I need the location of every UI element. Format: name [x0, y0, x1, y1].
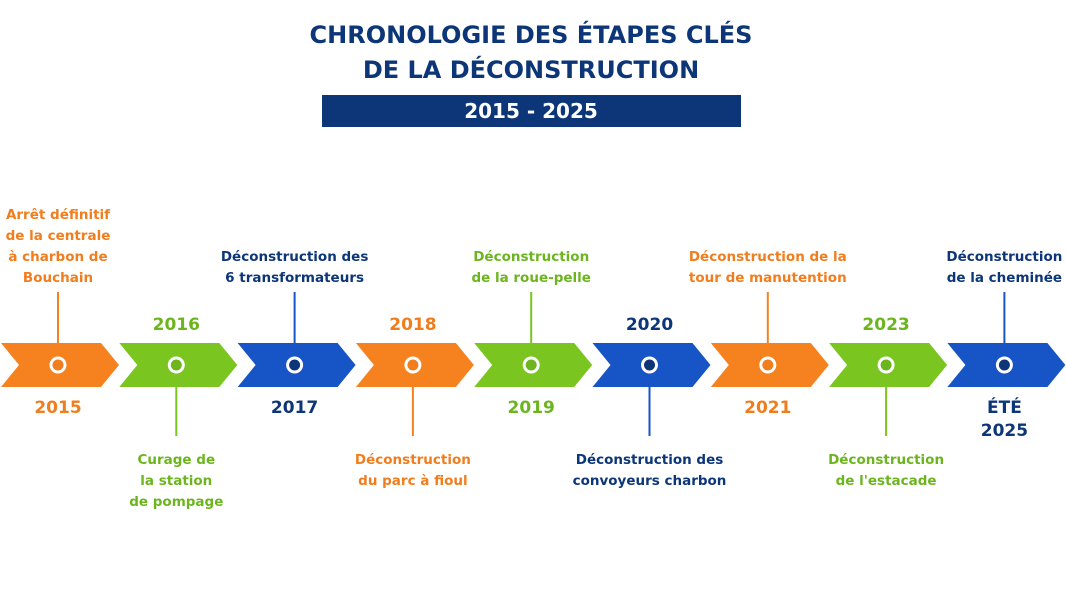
step-label: du parc à fioul — [358, 473, 467, 489]
step-label: convoyeurs charbon — [573, 473, 727, 489]
step-label: Bouchain — [23, 270, 93, 286]
node-dot — [289, 359, 301, 371]
step-label: la station — [140, 473, 212, 489]
step-label: Déconstruction — [473, 249, 589, 265]
subtitle-banner — [322, 95, 741, 127]
step-label: Déconstruction — [828, 452, 944, 468]
step-year: ÉTÉ — [987, 396, 1022, 418]
node-dot — [644, 359, 655, 371]
step-label: Déconstruction de la — [689, 249, 847, 265]
step-year: 2016 — [153, 315, 200, 335]
step-year: 2023 — [862, 315, 909, 335]
title-line: CHRONOLOGIE DES ÉTAPES CLÉS — [310, 20, 753, 49]
node-dot — [525, 359, 537, 371]
node-dot — [407, 359, 419, 371]
step-year: 2015 — [34, 398, 81, 418]
step-label: Déconstruction des — [221, 249, 369, 265]
step-year: 2017 — [271, 398, 318, 418]
node-dot — [170, 359, 182, 371]
title-line: DE LA DÉCONSTRUCTION — [363, 55, 699, 84]
step-year: 2020 — [626, 315, 673, 335]
node-dot — [762, 359, 774, 371]
step-label: Arrêt définitif — [6, 207, 110, 223]
step-label: de la roue-pelle — [471, 270, 591, 286]
step-label: Curage de — [137, 452, 215, 468]
step-label: tour de manutention — [689, 270, 847, 286]
step-label: de pompage — [129, 494, 223, 510]
step-year: 2025 — [981, 421, 1028, 441]
step-year: 2018 — [389, 315, 436, 335]
node-dot — [998, 359, 1010, 371]
step-label: de la centrale — [6, 228, 111, 244]
step-label: de l'estacade — [836, 473, 937, 489]
step-label: de la cheminée — [947, 270, 1062, 286]
step-label: 6 transformateurs — [225, 270, 364, 286]
step-label: à charbon de — [8, 249, 107, 265]
node-dot — [52, 359, 64, 371]
step-label: Déconstruction — [946, 249, 1062, 265]
step-year: 2021 — [744, 398, 791, 418]
step-label: Déconstruction des — [576, 452, 724, 468]
step-label: Déconstruction — [355, 452, 471, 468]
step-year: 2019 — [508, 398, 555, 418]
subtitle: 2015 - 2025 — [464, 99, 598, 123]
node-dot — [880, 359, 892, 371]
